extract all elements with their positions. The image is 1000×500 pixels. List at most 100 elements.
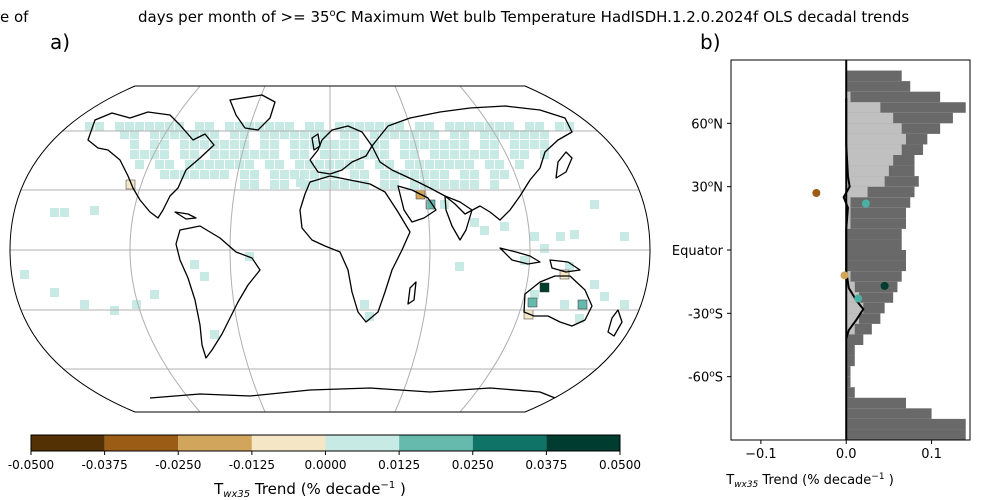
trend-cell xyxy=(430,150,439,159)
land-fraction-bar xyxy=(846,355,855,367)
trend-cell xyxy=(280,180,289,189)
trend-cell xyxy=(340,140,349,149)
land-fraction-bar xyxy=(846,91,941,103)
trend-cell xyxy=(275,160,284,169)
trend-cell xyxy=(440,140,449,149)
trend-cell xyxy=(235,122,244,131)
land-fraction-bar xyxy=(846,387,855,398)
trend-cell xyxy=(315,122,324,131)
trend-cell xyxy=(300,150,309,159)
trend-cell xyxy=(530,290,539,299)
trend-point xyxy=(840,271,849,280)
trend-cell xyxy=(320,170,329,179)
trend-cell xyxy=(410,130,419,139)
trend-cell xyxy=(460,180,469,189)
trend-cell xyxy=(490,130,499,139)
trend-cell xyxy=(20,270,29,279)
colorbar-tick-label: -0.0500 xyxy=(8,458,54,472)
trend-cell xyxy=(205,160,214,169)
trend-cell xyxy=(250,150,259,159)
trend-cell xyxy=(515,160,524,169)
trend-cell xyxy=(530,140,539,149)
coverage-bar xyxy=(846,186,868,198)
coast-madagascar xyxy=(407,281,417,305)
trend-cell xyxy=(440,150,449,159)
trend-cell xyxy=(140,150,149,159)
trend-cell xyxy=(330,170,339,179)
trend-cell xyxy=(190,140,199,149)
trend-cell xyxy=(170,130,179,139)
coverage-bar xyxy=(846,292,860,303)
land-fraction-bar xyxy=(846,429,966,440)
colorbar-segment xyxy=(325,435,400,451)
trend-cell xyxy=(490,140,499,149)
trend-cell xyxy=(420,140,429,149)
trend-cell xyxy=(490,170,499,179)
land-fraction-bar xyxy=(846,218,906,229)
trend-cell xyxy=(365,312,374,321)
trend-cell xyxy=(250,170,259,179)
land-fraction-bar xyxy=(846,112,953,124)
colorbar-segment xyxy=(31,435,105,451)
colorbar-segment xyxy=(178,435,252,451)
trend-cell xyxy=(520,130,529,139)
trend-cell xyxy=(295,160,304,169)
land-fraction-bar xyxy=(846,345,855,356)
coast-indonesia xyxy=(499,247,541,265)
trend-cell xyxy=(485,122,494,131)
title-text: days per month of >= 35 xyxy=(138,8,330,26)
trend-cell xyxy=(330,140,339,149)
trend-cell xyxy=(375,122,384,131)
trend-cell xyxy=(450,150,459,159)
trend-cell xyxy=(220,170,229,179)
trend-cell xyxy=(490,150,499,159)
trend-cell xyxy=(350,170,359,179)
trend-cell xyxy=(190,260,199,269)
trend-cell xyxy=(360,150,369,159)
trend-cell xyxy=(485,160,494,169)
colorbar-ticks: -0.0500 -0.0375 -0.0250 -0.0125 0.0000 0.0125… xyxy=(8,451,641,472)
trend-cell xyxy=(240,170,249,179)
coverage-bar xyxy=(846,313,860,324)
trend-cell xyxy=(495,160,504,169)
trend-cell xyxy=(80,300,89,309)
trend-cell xyxy=(125,122,134,131)
coverage-bar xyxy=(846,112,894,124)
trend-cell xyxy=(565,262,574,271)
trend-cell xyxy=(425,160,434,169)
trend-cell xyxy=(305,122,314,131)
trend-point xyxy=(812,189,821,197)
y-tick-label: 60oN xyxy=(691,116,723,132)
trend-cell xyxy=(260,130,269,139)
land-fraction-bar xyxy=(846,250,906,261)
trend-cell xyxy=(460,150,469,159)
trend-point xyxy=(854,294,863,303)
trend-cell xyxy=(445,160,454,169)
coast-uk xyxy=(311,133,321,151)
trend-cell xyxy=(410,170,419,179)
trend-cell xyxy=(460,140,469,149)
land-fraction-bar xyxy=(846,81,911,92)
trend-cell xyxy=(380,170,389,179)
trend-cell xyxy=(380,140,389,149)
trend-cell xyxy=(590,200,599,209)
trend-cell xyxy=(300,130,309,139)
trend-cell xyxy=(530,232,539,241)
coverage-bar xyxy=(846,218,851,229)
trend-cell xyxy=(505,122,514,131)
trend-cell xyxy=(430,170,439,179)
trend-cell xyxy=(320,140,329,149)
land-fraction-bar xyxy=(846,397,906,409)
trend-cell xyxy=(470,150,479,159)
trend-cell xyxy=(150,150,159,159)
graticule xyxy=(10,86,650,412)
colorbar-segment xyxy=(472,435,547,451)
land-fraction-bar xyxy=(846,302,885,314)
trend-cell xyxy=(350,130,359,139)
trend-cell xyxy=(310,180,319,189)
trend-cell xyxy=(415,122,424,131)
y-tick-label: Equator xyxy=(672,244,724,259)
trend-cell xyxy=(305,160,314,169)
trend-cell xyxy=(480,130,489,139)
coverage-bar xyxy=(846,123,902,134)
